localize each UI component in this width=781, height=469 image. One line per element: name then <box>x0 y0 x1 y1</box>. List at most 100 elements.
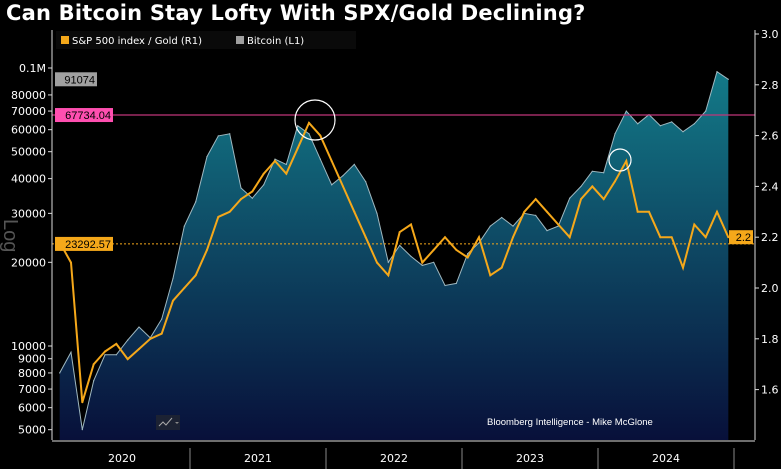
bitcoin-point <box>240 187 242 189</box>
bitcoin-point <box>59 372 61 374</box>
left-tick-label: 6000 <box>18 402 46 415</box>
legend-ratio[interactable]: S&P 500 index / Gold (R1) <box>72 36 202 47</box>
ratio-point <box>478 236 480 239</box>
legend: S&P 500 index / Gold (R1) Bitcoin (L1) <box>56 31 356 49</box>
peak-highlight-circle <box>294 99 336 141</box>
bitcoin-point <box>716 71 718 73</box>
line-chart-icon <box>158 417 173 427</box>
ratio-point <box>206 248 208 251</box>
legend-swatch-bitcoin <box>236 36 244 44</box>
ratio-line <box>58 121 730 403</box>
ratio-point <box>557 223 560 226</box>
chevron-down-icon <box>175 422 179 424</box>
bitcoin-point <box>682 131 684 133</box>
ratio-point <box>625 160 628 162</box>
legend-bitcoin[interactable]: Bitcoin (L1) <box>247 36 304 47</box>
credit: Bloomberg Intelligence - Mike McGlone <box>487 417 653 428</box>
bitcoin-point <box>70 351 72 353</box>
ratio-point <box>659 236 662 239</box>
bitcoin-point <box>625 110 627 112</box>
left-tick-label: 80000 <box>11 89 46 102</box>
left-tick-label: 5000 <box>18 424 46 437</box>
bitcoin-last-label-bg <box>55 72 97 87</box>
ratio-point <box>648 210 650 213</box>
right-tick-label: 2.0 <box>761 282 779 295</box>
ratio-point <box>353 210 356 213</box>
ratio-point <box>682 266 684 269</box>
right-tick-label: 1.8 <box>761 333 779 346</box>
ratio-point <box>308 121 310 124</box>
ratio-point <box>160 332 163 335</box>
ratio-point <box>523 210 526 213</box>
bitcoin-point <box>115 354 117 356</box>
bitcoin-point <box>104 354 106 356</box>
bitcoin-point <box>603 172 605 174</box>
bitcoin-point <box>693 123 695 125</box>
chart-type-button[interactable] <box>156 415 180 430</box>
left-tick-label: 9000 <box>18 353 46 366</box>
right-tick-label: 2.6 <box>761 130 779 143</box>
bitcoin-point <box>353 163 355 166</box>
ratio-point <box>489 274 492 277</box>
bitcoin-point <box>455 282 457 284</box>
ratio-point <box>716 210 718 213</box>
ratio-point <box>285 172 288 175</box>
bitcoin-point <box>195 201 197 203</box>
ratio-point <box>455 248 458 251</box>
ratio-point <box>183 287 186 289</box>
ratio-point <box>228 210 231 213</box>
bitcoin-point <box>591 170 593 172</box>
bitcoin-point <box>319 158 321 160</box>
ratio-point <box>670 236 673 239</box>
year-label: 2021 <box>244 452 272 465</box>
ratio-point <box>92 363 95 366</box>
ratio-point <box>319 134 322 137</box>
ratio-point <box>704 236 707 239</box>
bitcoin-point <box>263 184 265 186</box>
bitcoin-point <box>478 242 480 244</box>
bitcoin-point <box>93 380 95 382</box>
ratio-point <box>251 190 254 193</box>
bitcoin-point <box>331 184 333 186</box>
ratio-point <box>126 358 129 361</box>
right-tick-label: 2.8 <box>761 79 779 92</box>
right-tick-label: 2.2 <box>761 231 779 244</box>
ratio-point <box>602 198 605 201</box>
bitcoin-point <box>727 78 729 80</box>
bitcoin-point <box>489 225 491 227</box>
bitcoin-point <box>512 225 514 227</box>
right-tick-label: 2.4 <box>761 180 779 193</box>
bitcoin-point <box>671 121 673 123</box>
ratio-point <box>81 401 84 404</box>
ratio-point <box>546 210 548 213</box>
year-label: 2023 <box>516 452 544 465</box>
ratio-level-label-bg <box>55 236 113 251</box>
legend-swatch-ratio <box>61 36 69 44</box>
ratio-point <box>444 236 446 239</box>
bitcoin-point <box>342 175 344 177</box>
year-label: 2020 <box>108 452 136 465</box>
ratio-point <box>115 342 118 345</box>
bitcoin-point <box>285 163 287 166</box>
right-tick-label: 3.0 <box>761 28 779 41</box>
bitcoin-point <box>274 158 276 160</box>
bitcoin-point <box>705 110 707 112</box>
log-scale-watermark: Log <box>0 219 21 252</box>
bitcoin-point <box>444 284 446 287</box>
ratio-point <box>330 160 333 162</box>
ratio-point <box>364 236 367 239</box>
ratio-point <box>240 198 242 201</box>
bitcoin-point <box>297 125 299 127</box>
bitcoin-point <box>127 339 129 341</box>
ratio-point <box>398 231 401 234</box>
year-label: 2024 <box>652 452 680 465</box>
resistance-label-bg <box>55 108 113 123</box>
ratio-point <box>104 350 106 353</box>
left-tick-label: 50000 <box>11 146 46 159</box>
ratio-point <box>376 261 378 264</box>
ratio-point <box>296 147 299 150</box>
left-tick-label: 20000 <box>11 256 46 269</box>
bitcoin-point <box>637 123 639 125</box>
bitcoin-point <box>183 225 185 227</box>
bitcoin-last-label: 91074 <box>64 74 95 86</box>
